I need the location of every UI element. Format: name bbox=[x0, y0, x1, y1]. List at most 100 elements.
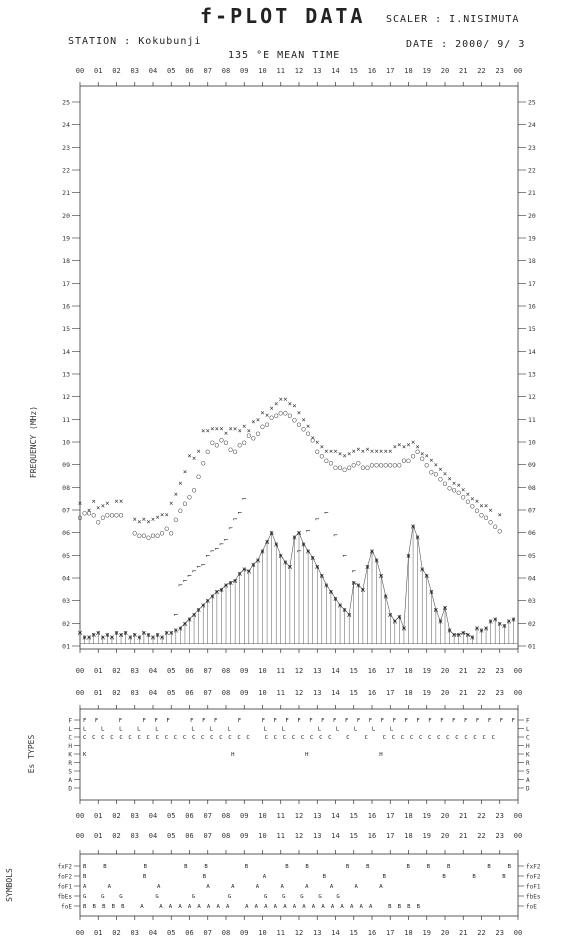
data-point: ○ bbox=[288, 411, 292, 419]
data-point: × bbox=[484, 502, 488, 510]
data-point: ж bbox=[128, 633, 133, 641]
data-point: ж bbox=[224, 581, 229, 589]
data-point: × bbox=[206, 427, 210, 435]
x-tick-label: 22 bbox=[477, 929, 485, 937]
x-tick-label: 01 bbox=[94, 832, 102, 840]
x-tick-label: 04 bbox=[149, 832, 157, 840]
data-point: ○ bbox=[251, 434, 255, 442]
x-tick-label: 16 bbox=[368, 667, 376, 675]
data-point: ж bbox=[215, 588, 220, 596]
y-tick-label: S bbox=[68, 769, 72, 776]
data-point: × bbox=[452, 479, 456, 487]
data-point: × bbox=[365, 445, 369, 453]
x-tick-label: 18 bbox=[404, 929, 412, 937]
x-tick-label: 10 bbox=[258, 67, 266, 75]
data-point: ж bbox=[247, 568, 252, 576]
data-point: × bbox=[416, 443, 420, 451]
y-tick-label: 14 bbox=[62, 348, 70, 356]
data-point: ○ bbox=[265, 420, 269, 428]
data-point: ○ bbox=[329, 459, 333, 467]
data-point: × bbox=[96, 504, 100, 512]
y-tick-label: 02 bbox=[62, 620, 70, 628]
y-tick-label: fbEs bbox=[526, 894, 541, 901]
y-tick-label: foF1 bbox=[526, 884, 541, 891]
data-point: × bbox=[329, 448, 333, 456]
y-tick-label: L bbox=[526, 726, 530, 733]
data-point: ○ bbox=[434, 470, 438, 478]
data-point: ⌐ bbox=[238, 509, 242, 517]
x-tick-label: 11 bbox=[277, 67, 285, 75]
x-tick-label: 02 bbox=[112, 689, 120, 697]
y-tick-label: 07 bbox=[62, 507, 70, 515]
data-point: ж bbox=[507, 618, 512, 626]
x-tick-label: 16 bbox=[368, 689, 376, 697]
data-point: ж bbox=[425, 572, 430, 580]
x-tick-label: 10 bbox=[258, 812, 266, 820]
data-point: ○ bbox=[489, 518, 493, 526]
x-tick-label: 09 bbox=[240, 689, 248, 697]
y-tick-label: 09 bbox=[528, 461, 536, 469]
data-point: ж bbox=[92, 631, 97, 639]
data-point: ○ bbox=[352, 461, 356, 469]
data-point: ○ bbox=[443, 479, 447, 487]
x-tick-label: 05 bbox=[167, 689, 175, 697]
y-tick-label: 21 bbox=[62, 189, 70, 197]
data-point: × bbox=[324, 448, 328, 456]
data-point: ж bbox=[347, 611, 352, 619]
x-tick-label: 22 bbox=[477, 67, 485, 75]
data-point: ж bbox=[242, 565, 247, 573]
data-point: ○ bbox=[228, 445, 232, 453]
y-tick-label: foE bbox=[61, 904, 72, 911]
data-point: ○ bbox=[247, 432, 251, 440]
data-point: ж bbox=[288, 563, 293, 571]
y-tick-label: 01 bbox=[528, 643, 536, 651]
x-tick-label: 15 bbox=[350, 689, 358, 697]
data-point: × bbox=[411, 439, 415, 447]
data-point: ж bbox=[443, 604, 448, 612]
data-point: ж bbox=[461, 629, 466, 637]
data-point: × bbox=[361, 448, 365, 456]
data-point: ○ bbox=[311, 436, 315, 444]
data-point: ○ bbox=[201, 459, 205, 467]
data-point: ⌐ bbox=[343, 552, 347, 560]
x-tick-label: 13 bbox=[313, 667, 321, 675]
data-point: ○ bbox=[92, 511, 96, 519]
x-tick-label: 19 bbox=[423, 832, 431, 840]
data-point: ○ bbox=[297, 420, 301, 428]
data-point: ж bbox=[361, 586, 366, 594]
data-point: ○ bbox=[119, 511, 123, 519]
x-tick-label: 01 bbox=[94, 667, 102, 675]
x-tick-label: 01 bbox=[94, 67, 102, 75]
x-tick-label: 03 bbox=[131, 929, 139, 937]
data-point: × bbox=[210, 425, 214, 433]
frequency-panel: 00 01 02 03 04 05 06 07 08 09 10 11 12 13 14 15 16 17 18 19… bbox=[29, 67, 536, 675]
data-point: × bbox=[374, 448, 378, 456]
x-tick-label: 12 bbox=[295, 689, 303, 697]
data-point: ○ bbox=[183, 500, 187, 508]
x-tick-label: 14 bbox=[331, 689, 339, 697]
x-tick-label: 11 bbox=[277, 667, 285, 675]
y-tick-label: 12 bbox=[62, 393, 70, 401]
series-line bbox=[180, 524, 473, 638]
y-tick-label: S bbox=[526, 769, 530, 776]
data-point: ж bbox=[333, 595, 338, 603]
data-point: ж bbox=[274, 541, 279, 549]
data-point: ⌐ bbox=[324, 509, 328, 517]
y-tick-label: 11 bbox=[528, 416, 536, 424]
y-axis-label: FREQUENCY (MHz) bbox=[29, 406, 38, 478]
data-point: ж bbox=[379, 572, 384, 580]
x-tick-label: 10 bbox=[258, 832, 266, 840]
data-point: ж bbox=[320, 572, 325, 580]
y-tick-label: A bbox=[526, 777, 530, 784]
data-point: ж bbox=[329, 588, 334, 596]
data-point: × bbox=[443, 470, 447, 478]
data-point: ○ bbox=[306, 429, 310, 437]
data-point: ⌐ bbox=[187, 572, 191, 580]
data-point: ○ bbox=[315, 448, 319, 456]
x-tick-label: 07 bbox=[204, 689, 212, 697]
row-marks: K HHH bbox=[83, 752, 383, 758]
data-point: × bbox=[438, 466, 442, 474]
data-point: ⌐ bbox=[192, 568, 196, 576]
x-tick-label: 20 bbox=[441, 67, 449, 75]
